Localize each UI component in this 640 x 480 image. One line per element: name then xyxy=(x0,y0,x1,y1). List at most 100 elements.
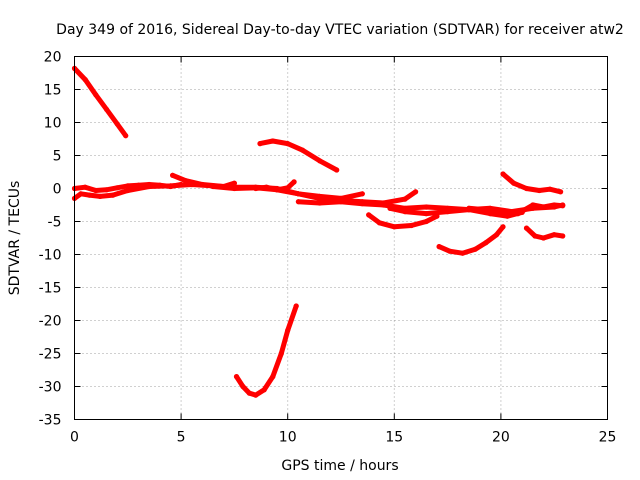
data-point xyxy=(240,383,246,390)
data-point xyxy=(199,181,205,188)
data-point xyxy=(498,209,504,215)
data-point xyxy=(135,182,142,188)
data-point xyxy=(551,232,557,238)
x-tick-label: 25 xyxy=(599,430,617,446)
data-point xyxy=(103,187,110,193)
y-tick-label: 10 xyxy=(44,116,62,132)
data-point xyxy=(263,184,269,190)
y-tick-label: 0 xyxy=(53,182,62,198)
data-point xyxy=(261,387,267,393)
y-axis-label: SDTVAR / TECUs xyxy=(7,181,23,296)
data-point xyxy=(523,185,530,192)
data-point xyxy=(500,171,506,177)
data-point xyxy=(167,183,173,190)
data-point xyxy=(500,224,506,230)
x-tick-label: 10 xyxy=(279,430,297,446)
y-tick-label: -35 xyxy=(39,413,62,429)
data-point xyxy=(295,191,301,197)
data-point xyxy=(334,167,340,173)
data-point xyxy=(366,212,372,218)
data-point xyxy=(114,185,120,191)
data-point xyxy=(125,187,131,194)
data-point xyxy=(231,185,237,192)
data-point xyxy=(532,233,538,239)
data-point xyxy=(536,187,542,194)
series-line-arc-11 xyxy=(387,205,525,219)
y-tick-label: -10 xyxy=(39,248,62,264)
data-point xyxy=(103,106,110,112)
data-point xyxy=(523,225,530,231)
y-tick-label: 20 xyxy=(44,50,62,66)
data-point xyxy=(402,196,408,202)
data-point xyxy=(558,189,564,195)
data-point xyxy=(423,204,429,210)
data-point xyxy=(423,218,429,225)
data-point xyxy=(472,246,478,252)
data-point xyxy=(402,209,408,215)
data-point xyxy=(494,232,500,238)
data-point xyxy=(481,207,487,213)
data-point xyxy=(82,77,88,83)
data-point xyxy=(291,179,297,185)
y-tick-labels: 20 15 10 5 0 -5 -10 -15 -20 -25 -30 -35 xyxy=(39,50,62,429)
y-tick-label: -25 xyxy=(39,347,62,363)
data-point xyxy=(246,390,252,396)
data-point xyxy=(547,186,553,192)
data-point xyxy=(317,158,323,164)
plot-frame xyxy=(74,56,608,420)
data-point xyxy=(125,183,131,189)
data-point xyxy=(445,209,451,215)
data-point xyxy=(278,350,284,357)
data-point xyxy=(408,222,414,229)
series-line-arc-16 xyxy=(530,202,566,210)
data-point xyxy=(170,172,176,178)
data-point xyxy=(210,183,216,190)
grid xyxy=(74,56,608,420)
data-point xyxy=(78,191,84,197)
x-tick-labels: 0 5 10 15 20 25 xyxy=(70,430,616,446)
data-point xyxy=(483,240,489,246)
data-point xyxy=(182,178,188,184)
series-line-arc-5 xyxy=(210,184,365,201)
x-tick-label: 0 xyxy=(70,430,79,446)
data-point xyxy=(540,235,547,241)
data-point xyxy=(97,193,103,199)
data-point xyxy=(530,202,536,208)
y-tick-label: 5 xyxy=(53,149,62,165)
data-point xyxy=(86,192,92,198)
data-point xyxy=(82,184,88,190)
data-point xyxy=(338,199,344,205)
data-point xyxy=(178,181,184,188)
data-point xyxy=(123,133,129,139)
y-tick-label: -20 xyxy=(39,314,62,330)
data-point xyxy=(93,187,99,194)
data-point xyxy=(110,192,116,198)
data-point xyxy=(285,327,291,333)
data-point xyxy=(560,233,566,239)
y-tick-label: 15 xyxy=(44,83,62,99)
data-point xyxy=(423,211,429,217)
data-point xyxy=(257,141,263,147)
series-line-arc-8 xyxy=(257,138,340,173)
data-point xyxy=(551,202,557,208)
data-point xyxy=(560,203,566,209)
data-point xyxy=(317,193,323,199)
x-tick-label: 20 xyxy=(492,430,510,446)
data-point xyxy=(466,205,472,211)
data-point xyxy=(359,191,365,197)
data-point xyxy=(459,250,466,256)
data-point xyxy=(253,185,259,192)
y-tick-label: -5 xyxy=(48,215,62,231)
data-point xyxy=(233,374,240,380)
chart-title: Day 349 of 2016, Sidereal Day-to-day VTE… xyxy=(56,22,624,38)
data-point xyxy=(511,180,517,186)
data-point xyxy=(270,374,276,380)
data-point xyxy=(114,121,120,127)
data-point xyxy=(387,205,393,211)
data-point xyxy=(515,211,521,217)
data-point xyxy=(391,224,397,230)
data-point xyxy=(157,182,163,188)
data-point xyxy=(376,220,382,226)
